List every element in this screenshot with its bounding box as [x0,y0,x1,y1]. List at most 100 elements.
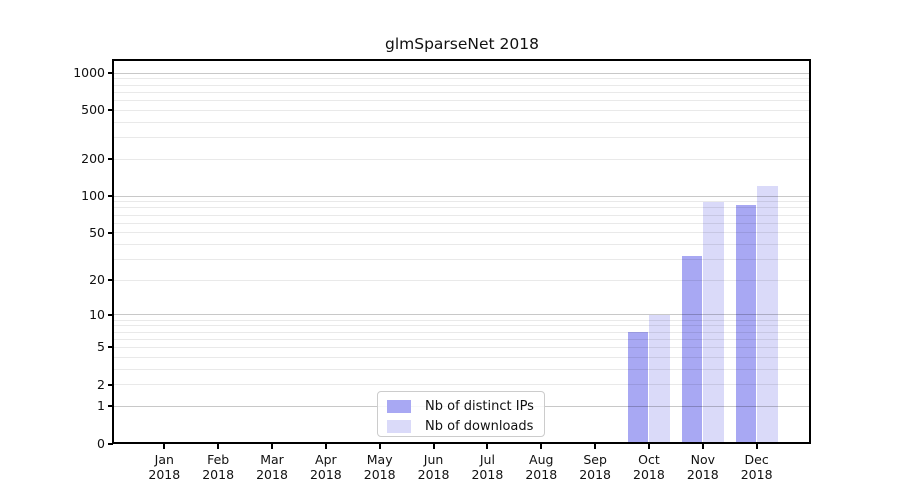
legend-label: Nb of downloads [425,419,534,434]
minor-gridline [114,325,810,327]
bottom-spine [112,442,811,444]
minor-gridline [114,84,810,86]
y-tick-mark [108,231,113,234]
month-label: Feb [207,452,230,467]
y-tick-mark [108,195,113,198]
bar-downloads-nov-2018 [703,201,724,443]
minor-gridline [114,346,810,348]
minor-gridline [114,158,810,160]
y-tick-label: 500 [81,102,105,118]
legend: Nb of distinct IPs Nb of downloads [377,391,545,437]
y-tick-label: 2 [97,376,105,392]
legend-swatch-downloads [387,420,411,433]
year-label: 2018 [256,467,288,482]
y-tick-mark [108,279,113,282]
month-label: Nov [690,452,715,467]
minor-gridline [114,279,810,281]
year-label: 2018 [148,467,181,482]
minor-gridline [114,109,810,111]
bar-downloads-oct-2018 [649,314,670,443]
x-tick-label: Nov 2018 [667,452,739,482]
x-tick-label: Mar 2018 [236,452,308,482]
month-label: Jan [154,452,174,467]
x-tick-label: Jan 2018 [128,452,200,482]
year-label: 2018 [309,467,342,482]
month-label: Dec [744,452,769,467]
y-tick-label: 10 [89,306,105,322]
year-label: 2018 [417,467,450,482]
chart-title: glmSparseNet 2018 [385,35,539,53]
x-tick-label: Jun 2018 [398,452,470,482]
minor-gridline [114,356,810,358]
month-label: Apr [315,452,337,467]
month-label: Aug [529,452,554,467]
minor-gridline [114,100,810,102]
x-tick-label: Dec 2018 [721,452,793,482]
minor-gridline [114,207,810,209]
y-tick-mark [108,442,113,445]
x-tick-mark [217,444,220,449]
year-label: 2018 [525,467,558,482]
major-gridline [114,195,810,197]
bar-distinct-ips-nov-2018 [681,256,703,443]
y-tick-mark [108,405,113,408]
y-tick-mark [108,383,113,386]
minor-gridline [114,137,810,139]
x-tick-mark [486,444,489,449]
major-gridline [114,314,810,316]
x-tick-mark [378,444,381,449]
month-label: May [366,452,393,467]
minor-gridline [114,368,810,370]
x-tick-label: Sep 2018 [559,452,631,482]
left-spine [112,59,114,444]
legend-label: Nb of distinct IPs [425,399,534,414]
minor-gridline [114,338,810,340]
y-tick-label: 5 [97,339,105,355]
minor-gridline [114,384,810,386]
legend-item-downloads: Nb of downloads [378,417,544,436]
year-label: 2018 [633,467,665,482]
month-label: Oct [638,452,660,467]
month-label: Jun [423,452,444,467]
right-spine [809,59,811,444]
x-tick-mark [594,444,597,449]
y-tick-label: 1 [97,398,105,414]
y-tick-mark [108,72,113,75]
y-tick-label: 1000 [73,65,105,81]
minor-gridline [114,331,810,333]
x-tick-mark [701,444,704,449]
minor-gridline [114,319,810,321]
major-gridline [114,72,810,74]
x-tick-label: Feb 2018 [182,452,254,482]
year-label: 2018 [202,467,235,482]
minor-gridline [114,243,810,245]
y-tick-mark [108,158,113,161]
y-tick-label: 0 [97,435,105,451]
y-tick-mark [108,109,113,112]
y-tick-mark [108,313,113,316]
x-tick-mark [271,444,273,449]
year-label: 2018 [363,467,396,482]
bar-downloads-dec-2018 [757,185,778,443]
x-tick-mark [755,444,758,449]
year-label: 2018 [471,467,504,482]
x-tick-label: Jul 2018 [451,452,523,482]
y-tick-label: 200 [81,151,105,167]
bar-distinct-ips-oct-2018 [627,332,649,443]
x-tick-mark [324,444,327,449]
minor-gridline [114,214,810,216]
x-tick-mark [163,444,166,449]
month-label: Sep [583,452,607,467]
x-tick-label: May 2018 [344,452,416,482]
year-label: 2018 [579,467,611,482]
x-tick-mark [540,444,543,449]
y-tick-mark [108,346,113,349]
minor-gridline [114,232,810,234]
year-label: 2018 [740,467,773,482]
minor-gridline [114,91,810,93]
bar-distinct-ips-dec-2018 [735,204,757,443]
y-tick-label: 100 [81,188,105,204]
x-tick-label: Aug 2018 [505,452,577,482]
minor-gridline [114,121,810,123]
y-tick-label: 20 [89,272,105,288]
